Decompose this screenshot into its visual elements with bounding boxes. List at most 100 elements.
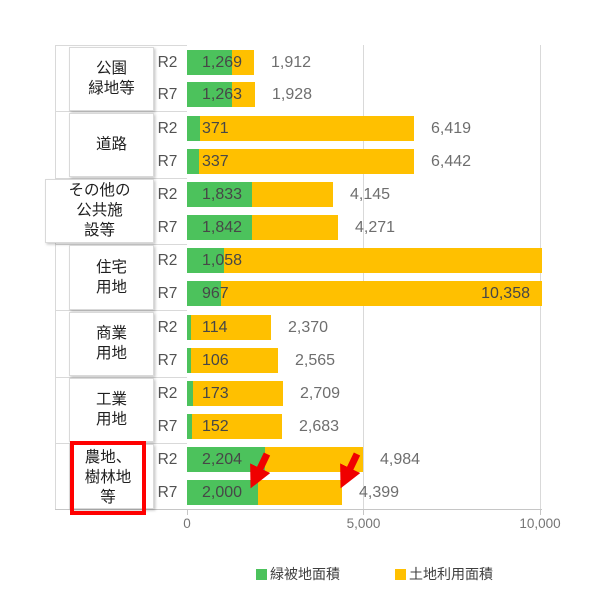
legend-item-green: 緑被地面積 — [256, 566, 340, 582]
yellow-bar — [191, 314, 271, 340]
yellow-bar — [265, 447, 363, 473]
x-axis-line — [55, 509, 542, 510]
category-label-line: 等 — [100, 489, 116, 506]
green-bar — [187, 314, 191, 340]
category-label-box: 商業 用地 — [69, 311, 154, 376]
green-bar — [187, 115, 200, 141]
green-value-label: 173 — [202, 385, 229, 402]
row-period-label: R2 — [157, 53, 178, 71]
yellow-bar — [191, 347, 278, 373]
total-value-label: 2,709 — [300, 385, 341, 402]
green-value-label: 1,269 — [202, 53, 243, 71]
green-value-label: 114 — [202, 318, 228, 336]
total-value-label: 4,145 — [350, 186, 391, 204]
yellow-bar — [224, 248, 542, 274]
category-separator-line — [55, 177, 187, 179]
x-axis-tick — [187, 509, 188, 515]
category-label-line: 公園 — [95, 59, 127, 77]
green-value-label: 2,000 — [202, 484, 243, 502]
row-period-label: R2 — [157, 385, 178, 402]
total-value-label: 10,358 — [481, 285, 530, 303]
total-value-label: 2,565 — [295, 351, 336, 369]
category-separator-line — [55, 376, 187, 378]
green-value-label: 337 — [202, 152, 229, 170]
gridline-5000 — [363, 45, 364, 509]
total-value-label: 2,683 — [299, 417, 340, 435]
x-tick-label-10000: 10,000 — [519, 516, 561, 531]
category-label-line: 住宅 — [95, 258, 127, 276]
yellow-bar — [252, 214, 338, 240]
row-period-label: R2 — [157, 451, 178, 469]
row-period-label: R7 — [157, 351, 178, 369]
green-value-label: 1,833 — [202, 186, 243, 204]
yellow-bar — [192, 413, 282, 439]
green-value-label: 1,263 — [202, 86, 243, 104]
category-separator-line — [55, 243, 187, 245]
category-label-box — [69, 444, 154, 509]
category-label-box: 道路 — [69, 112, 154, 178]
green-value-label: 371 — [202, 119, 229, 137]
yellow-bar — [200, 115, 414, 141]
x-tick-label-5000: 5,000 — [346, 516, 381, 531]
category-label-line: 用地 — [95, 278, 127, 296]
yellow-bar — [193, 381, 283, 406]
total-value-label: 4,984 — [380, 451, 421, 469]
yellow-bar — [252, 182, 333, 208]
green-value-label: 2,204 — [202, 451, 243, 469]
category-label-line: 緑地等 — [88, 79, 135, 97]
row-period-label: R7 — [157, 285, 178, 303]
row-period-label: R7 — [157, 417, 178, 435]
row-period-label: R7 — [157, 218, 178, 236]
green-bar — [187, 381, 193, 406]
yellow-bar — [221, 281, 542, 307]
category-label-line: その他の — [68, 182, 131, 200]
green-bar — [187, 347, 191, 373]
gridline-10000 — [540, 45, 541, 509]
legend-swatch-yellow — [395, 568, 406, 580]
category-label-line: 農地、 — [84, 449, 132, 466]
row-period-label: R2 — [157, 318, 178, 336]
row-period-label: R2 — [157, 252, 178, 270]
row-period-label: R7 — [157, 152, 178, 170]
green-bar — [187, 248, 224, 274]
legend-label: 土地利用面積 — [409, 566, 493, 582]
row-period-label: R2 — [157, 119, 178, 137]
category-axis-line — [55, 45, 56, 509]
highlight-red-box: 農地、 樹林地 等 — [70, 441, 146, 515]
green-bar — [187, 49, 232, 75]
green-bar — [187, 214, 252, 240]
total-value-label: 6,419 — [431, 119, 472, 137]
legend-item-yellow: 土地利用面積 — [395, 566, 493, 582]
legend-label: 緑被地面積 — [270, 566, 340, 582]
green-value-label: 967 — [202, 285, 229, 303]
category-label-line: 用地 — [95, 411, 127, 429]
total-value-label: 6,442 — [431, 152, 472, 170]
green-bar — [187, 182, 252, 208]
category-separator-line — [55, 111, 187, 113]
green-bar — [187, 281, 221, 307]
green-bar — [187, 82, 232, 108]
green-bar — [187, 413, 192, 439]
x-tick-label-0: 0 — [183, 516, 191, 531]
green-value-label: 152 — [202, 417, 229, 435]
total-value-label: 4,271 — [355, 218, 396, 236]
category-label-line: 樹林地 — [84, 469, 132, 486]
green-value-label: 1,058 — [202, 252, 243, 270]
green-bar — [187, 480, 258, 506]
category-label-line: 工業 — [95, 391, 127, 409]
category-label-line: 設等 — [83, 222, 115, 240]
category-separator-line — [55, 45, 187, 46]
green-bar — [187, 148, 199, 174]
green-value-label: 1,842 — [202, 218, 243, 236]
category-label-box: 住宅 用地 — [69, 245, 154, 310]
x-axis-tick — [540, 509, 541, 515]
category-label-line: 商業 — [95, 324, 127, 342]
total-value-label: 1,928 — [272, 86, 313, 104]
category-label-box: 工業 用地 — [69, 378, 154, 443]
x-axis-tick — [363, 509, 364, 515]
yellow-bar — [232, 82, 255, 108]
total-value-label: 1,912 — [271, 53, 312, 71]
yellow-bar — [199, 148, 414, 174]
category-label-line: 公共施 — [76, 202, 123, 220]
